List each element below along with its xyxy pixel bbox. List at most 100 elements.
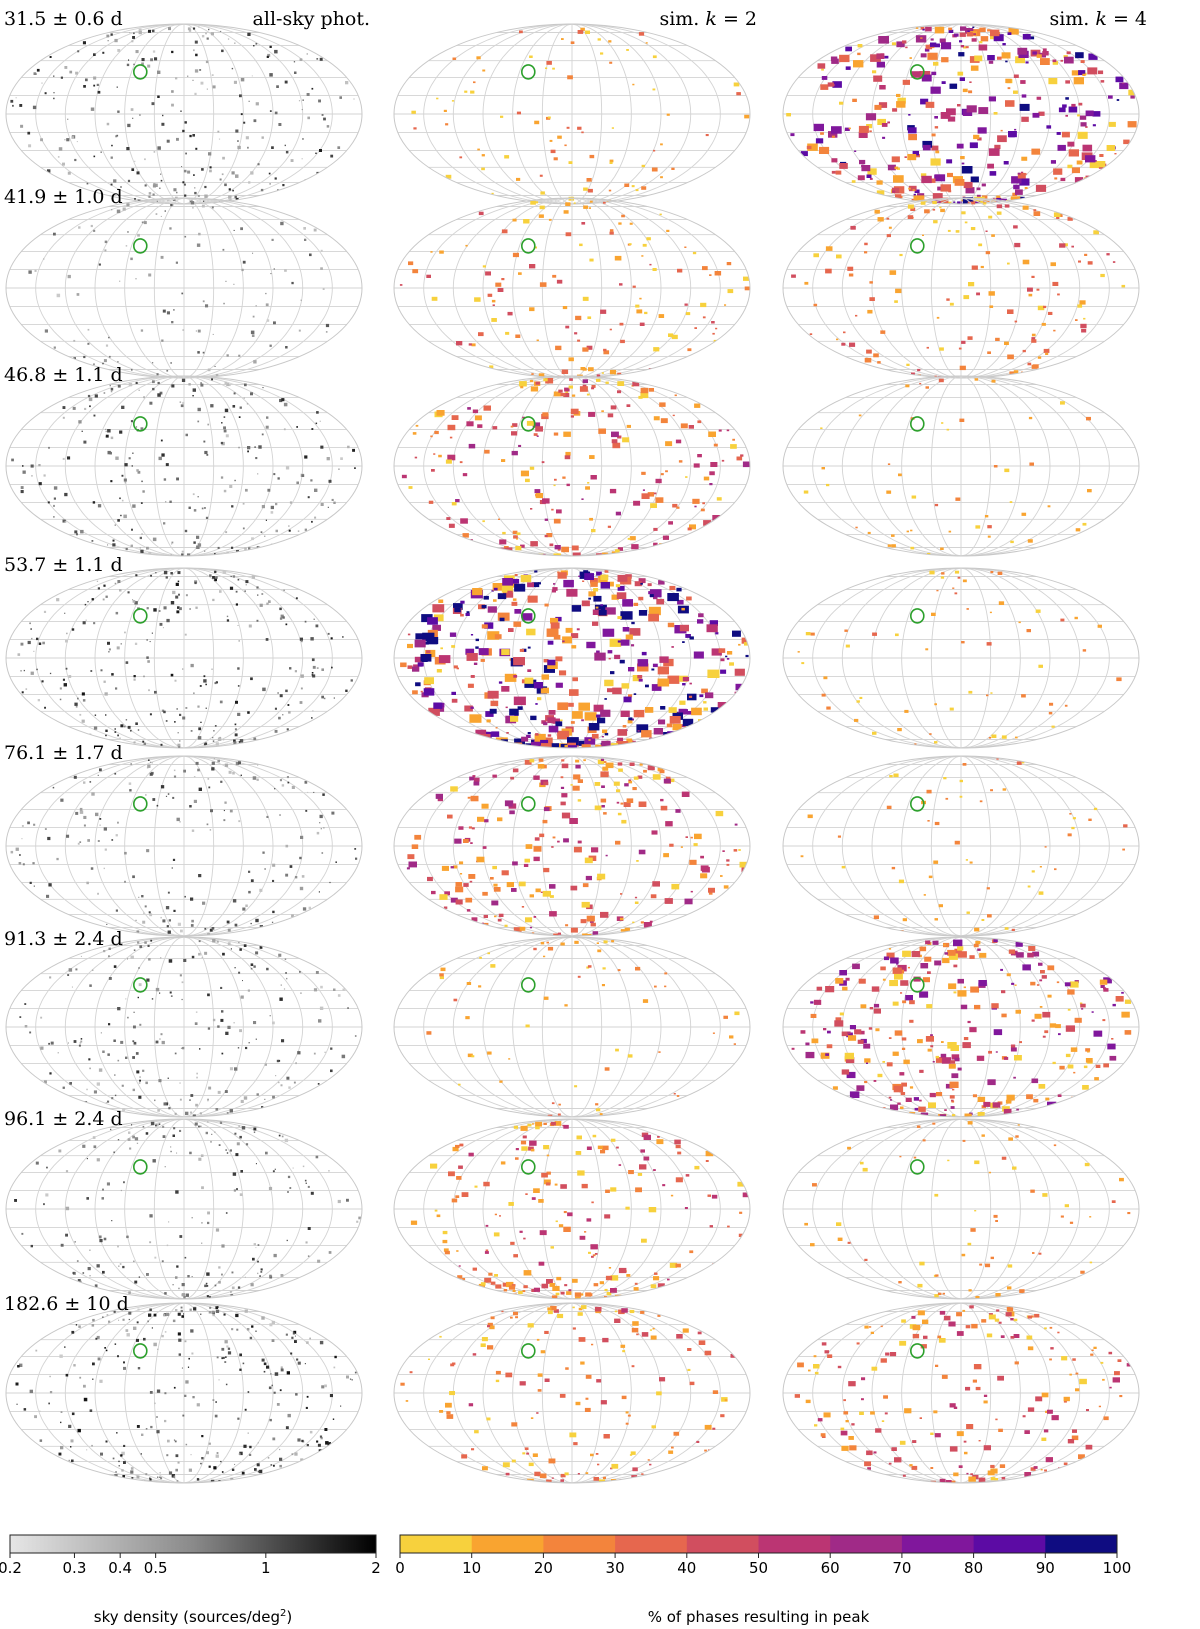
phase-cell — [501, 584, 514, 593]
density-cell — [20, 670, 22, 672]
phase-cell — [577, 1312, 583, 1316]
phase-cell — [495, 727, 498, 729]
density-cell — [218, 1379, 220, 1381]
phase-cell — [472, 409, 478, 414]
density-cell — [65, 639, 68, 643]
phase-cell — [1093, 807, 1098, 811]
phase-cell — [611, 940, 615, 943]
density-cell — [152, 387, 155, 391]
density-cell — [57, 1052, 59, 1054]
density-cell — [354, 848, 357, 850]
phase-cell — [470, 90, 475, 94]
phase-cell — [475, 638, 479, 642]
density-cell — [215, 373, 219, 377]
phase-cell — [681, 607, 685, 611]
phase-cell — [633, 602, 639, 606]
panel-phot-row-4 — [5, 567, 363, 749]
density-cell — [114, 1094, 117, 1097]
density-cell — [178, 572, 180, 574]
phase-cell — [486, 719, 491, 723]
phase-cell — [820, 427, 823, 429]
phase-cell — [988, 96, 996, 102]
density-cell — [92, 501, 96, 504]
density-cell — [185, 707, 188, 709]
phase-cell — [949, 1095, 955, 1099]
phase-cell — [656, 1139, 664, 1145]
density-cell — [146, 849, 150, 853]
phase-cell — [400, 662, 407, 668]
phase-cell — [1027, 539, 1033, 543]
phase-cell — [1031, 1019, 1035, 1022]
density-cell — [238, 354, 241, 357]
phase-cell — [1015, 1135, 1019, 1138]
density-cell — [172, 1284, 174, 1286]
phase-cell — [1096, 161, 1106, 168]
phase-cell — [520, 1125, 528, 1131]
density-cell — [184, 194, 187, 197]
phase-cell — [513, 621, 522, 627]
density-cell — [215, 742, 219, 746]
density-cell — [201, 1242, 203, 1244]
target-marker — [133, 238, 148, 254]
density-cell — [197, 351, 200, 354]
density-cell — [255, 1330, 257, 1332]
density-cell — [190, 1454, 192, 1456]
phase-cell — [552, 587, 558, 591]
phase-cell — [543, 867, 550, 873]
phase-cell — [835, 1017, 842, 1022]
density-cell — [225, 1383, 228, 1386]
phase-cell — [826, 483, 830, 487]
phase-cell — [954, 592, 958, 595]
phase-cell — [927, 820, 930, 822]
phase-cell — [575, 764, 581, 769]
phase-cell — [582, 347, 589, 352]
phase-cell — [471, 1055, 475, 1058]
phase-cell — [548, 218, 552, 221]
density-cell — [330, 637, 333, 640]
density-cell — [127, 123, 131, 128]
phase-cell — [592, 609, 601, 615]
phase-cell — [580, 27, 585, 31]
phase-cell — [557, 135, 562, 139]
phase-cell — [1071, 167, 1080, 174]
density-cell — [248, 1042, 250, 1044]
phase-cell — [925, 386, 929, 389]
density-cell — [125, 661, 129, 664]
phase-cell — [586, 345, 593, 350]
phase-cell — [540, 739, 549, 746]
density-cell — [111, 209, 113, 211]
target-marker — [909, 796, 925, 812]
phase-cell — [821, 467, 825, 470]
phase-cell — [654, 1272, 658, 1275]
density-cell — [247, 1432, 249, 1434]
sky-outline — [5, 755, 363, 937]
density-cell — [220, 476, 224, 479]
density-cell — [141, 62, 144, 66]
density-cell — [96, 1335, 100, 1339]
density-cell — [269, 1015, 271, 1017]
density-cell — [34, 269, 37, 272]
phase-cell — [972, 1094, 977, 1098]
phase-cell — [553, 484, 556, 487]
phase-cell — [939, 206, 942, 209]
density-cell — [131, 465, 133, 467]
density-cell — [209, 574, 212, 577]
phase-cell — [1112, 1003, 1116, 1007]
phase-cell — [653, 728, 663, 735]
phase-cell — [920, 201, 926, 205]
density-cell — [31, 637, 33, 640]
density-cell — [172, 590, 176, 595]
phase-cell — [428, 1358, 430, 1360]
phase-cell — [694, 403, 701, 408]
phase-cell — [635, 304, 640, 308]
phase-cell — [1060, 618, 1065, 622]
phase-cell — [890, 1104, 899, 1111]
phase-cell — [1052, 59, 1057, 63]
density-cell — [265, 425, 269, 429]
density-cell — [306, 1395, 309, 1398]
phase-cell — [455, 886, 464, 893]
phase-cell — [837, 835, 841, 838]
density-cell — [240, 1170, 243, 1173]
phase-cell — [1084, 1162, 1090, 1167]
phase-cell — [625, 1411, 629, 1414]
